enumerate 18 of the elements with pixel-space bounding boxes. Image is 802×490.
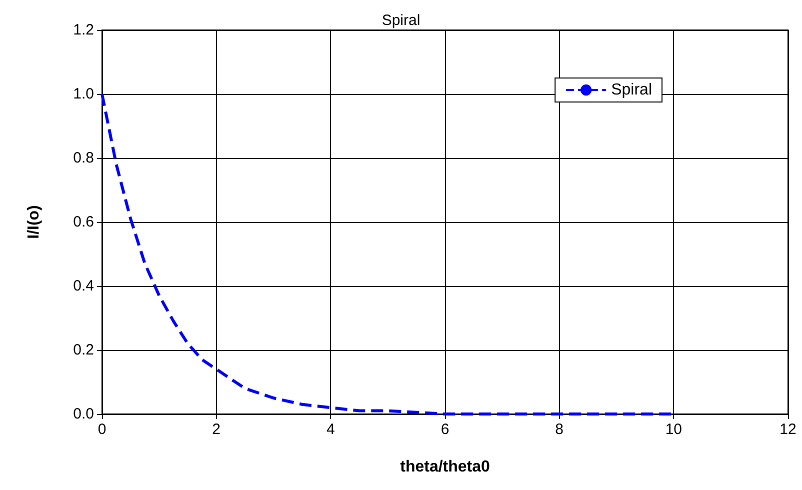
legend-label: Spiral [611, 82, 652, 98]
x-tick-label: 10 [665, 421, 682, 438]
x-tick-label: 12 [780, 421, 796, 438]
y-tick-label: 0.2 [73, 342, 94, 358]
y-tick-label: 0.4 [73, 278, 94, 294]
x-tick-label: 6 [440, 421, 450, 438]
x-tick-label: 8 [555, 421, 564, 438]
y-axis-title: I/I(o) [26, 205, 42, 239]
chart-title: Spiral [382, 12, 420, 29]
x-axis-title: theta/theta0 [400, 458, 490, 476]
y-tick-label: 1.0 [73, 86, 94, 102]
y-tick-label: 0.0 [73, 406, 94, 422]
x-tick-label: 0 [98, 421, 106, 438]
y-tick-label: 0.6 [73, 214, 94, 230]
y-tick-label: 0.8 [73, 150, 94, 166]
x-tick-label: 4 [326, 421, 335, 438]
y-tick-label: 1.2 [73, 22, 94, 38]
x-tick-label: 2 [212, 421, 221, 438]
